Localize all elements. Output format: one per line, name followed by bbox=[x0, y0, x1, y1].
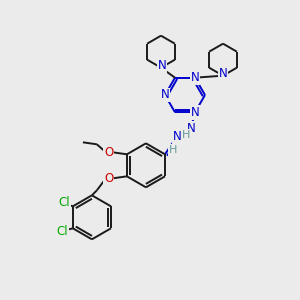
Text: N: N bbox=[219, 67, 227, 80]
Text: O: O bbox=[104, 146, 113, 159]
Text: Cl: Cl bbox=[58, 196, 70, 209]
Text: N: N bbox=[160, 88, 169, 101]
Text: O: O bbox=[104, 172, 113, 185]
Text: H: H bbox=[182, 130, 190, 140]
Text: N: N bbox=[172, 130, 182, 143]
Text: Cl: Cl bbox=[56, 225, 68, 238]
Text: N: N bbox=[190, 71, 200, 84]
Text: N: N bbox=[190, 106, 200, 119]
Text: N: N bbox=[187, 122, 195, 135]
Text: N: N bbox=[158, 59, 166, 72]
Text: H: H bbox=[169, 145, 177, 155]
